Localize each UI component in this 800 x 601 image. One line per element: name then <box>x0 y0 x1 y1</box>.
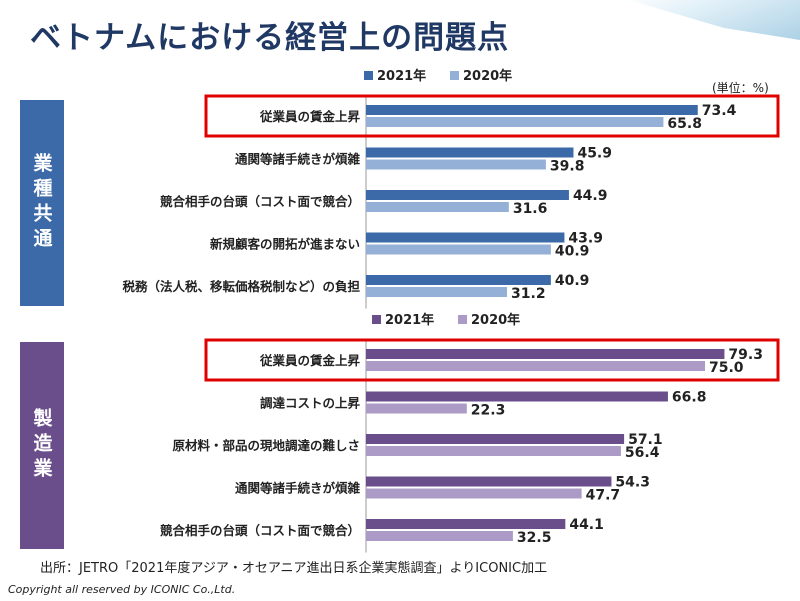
unit-note: (単位：%) <box>712 81 769 95</box>
category-label-common-1: 通関等諸手続きが煩雑 <box>235 152 361 167</box>
value-label-common-2020-0: 65.8 <box>667 116 702 132</box>
bar-mfg-2021-4 <box>366 519 566 529</box>
value-label-mfg-2020-0: 75.0 <box>709 360 744 376</box>
bar-common-2020-0 <box>366 117 664 127</box>
category-label-mfg-1: 調達コストの上昇 <box>260 396 361 411</box>
group-label-common: 業種共通 <box>20 100 64 306</box>
page-title: ベトナムにおける経営上の問題点 <box>30 20 510 56</box>
bar-common-2020-3 <box>366 244 551 255</box>
value-label-common-2021-2: 44.9 <box>573 188 608 204</box>
value-label-common-2020-2: 31.6 <box>513 201 548 217</box>
group-label-manufacturing: 製造業 <box>20 342 64 549</box>
bar-common-2021-1 <box>366 147 574 158</box>
legend-swatch-common-1 <box>450 71 459 80</box>
legend-label-common-1: 2020年 <box>463 68 512 84</box>
value-label-common-2021-4: 40.9 <box>555 273 590 289</box>
category-label-common-4: 税務（法人税、移転価格税制など）の負担 <box>122 279 360 294</box>
value-label-common-2020-4: 31.2 <box>511 286 546 302</box>
value-label-mfg-2021-2: 57.1 <box>628 432 663 448</box>
bar-common-2021-4 <box>366 275 551 285</box>
legend-swatch-mfg-0 <box>372 315 381 324</box>
source-note: 出所：JETRO「2021年度アジア・オセアニア進出日系企業実態調査」よりICO… <box>40 561 548 576</box>
bar-mfg-2020-1 <box>366 403 467 414</box>
value-label-common-2020-3: 40.9 <box>555 244 590 260</box>
bar-mfg-2021-1 <box>366 391 668 402</box>
value-label-mfg-2021-1: 66.8 <box>672 390 707 406</box>
value-label-mfg-2020-3: 47.7 <box>586 488 621 504</box>
bar-mfg-2020-2 <box>366 446 621 456</box>
bar-mfg-2021-2 <box>366 434 625 444</box>
category-label-mfg-3: 通関等諸手続きが煩雑 <box>235 481 361 496</box>
value-label-common-2021-3: 43.9 <box>568 231 603 247</box>
value-label-mfg-2021-3: 54.3 <box>615 475 650 491</box>
legend-swatch-mfg-1 <box>458 315 467 324</box>
value-label-mfg-2020-1: 22.3 <box>471 403 506 419</box>
value-label-mfg-2020-2: 56.4 <box>625 445 660 461</box>
value-label-common-2020-1: 39.8 <box>550 159 585 175</box>
legend-label-mfg-1: 2020年 <box>471 312 520 328</box>
category-label-common-0: 従業員の賃金上昇 <box>259 109 361 124</box>
legend-swatch-common-0 <box>364 71 373 80</box>
category-label-mfg-0: 従業員の賃金上昇 <box>259 353 361 368</box>
bar-mfg-2020-4 <box>366 531 513 541</box>
legend-label-mfg-0: 2021年 <box>385 312 434 328</box>
category-label-common-2: 競合相手の台頭（コスト面で競合） <box>160 194 360 209</box>
category-label-common-3: 新規顧客の開拓が進まない <box>210 237 360 252</box>
bar-common-2020-2 <box>366 202 509 212</box>
bar-common-2021-0 <box>366 105 698 115</box>
value-label-common-2021-1: 45.9 <box>577 146 612 162</box>
bar-common-2021-2 <box>366 190 569 200</box>
value-label-mfg-2020-4: 32.5 <box>517 530 552 546</box>
value-label-common-2021-0: 73.4 <box>702 103 737 119</box>
bar-mfg-2020-0 <box>366 361 705 371</box>
bar-mfg-2020-3 <box>366 488 582 499</box>
bar-common-2020-1 <box>366 159 546 170</box>
value-label-mfg-2021-0: 79.3 <box>728 347 763 363</box>
bar-common-2020-4 <box>366 287 508 297</box>
value-label-mfg-2021-4: 44.1 <box>569 517 604 533</box>
bar-common-2021-3 <box>366 232 565 243</box>
legend-label-common-0: 2021年 <box>377 68 426 84</box>
highlight-box-mfg <box>204 338 780 382</box>
bar-mfg-2021-0 <box>366 349 725 359</box>
copyright-note: Copyright all reserved by ICONIC Co.,Ltd… <box>8 583 236 596</box>
category-label-mfg-2: 原材料・部品の現地調達の難しさ <box>172 438 360 453</box>
highlight-box-common <box>204 94 780 138</box>
category-label-mfg-4: 競合相手の台頭（コスト面で競合） <box>160 523 360 538</box>
bar-mfg-2021-3 <box>366 476 612 487</box>
